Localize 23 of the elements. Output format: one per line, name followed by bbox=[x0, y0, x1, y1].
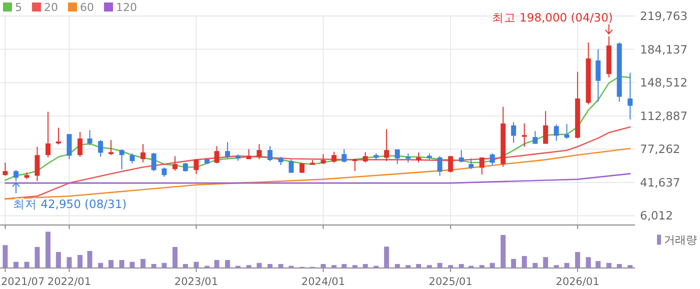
annotation: 최저 42,950 (08/31) bbox=[13, 197, 127, 212]
x-tick-label: 2021/07 bbox=[1, 276, 45, 288]
y-tick-label: 219,763 bbox=[640, 9, 688, 23]
y-tick-label: 184,137 bbox=[640, 42, 688, 56]
legend-label: 60 bbox=[80, 1, 94, 14]
x-tick-label: 2022/01 bbox=[47, 276, 92, 288]
y-tick-label: 148,512 bbox=[640, 76, 688, 90]
legend-label: 20 bbox=[44, 1, 58, 14]
legend-label: 5 bbox=[15, 1, 22, 14]
y-tick-label: 112,887 bbox=[640, 108, 688, 123]
x-tick-label: 2023/01 bbox=[174, 276, 218, 288]
x-tick-label: 2026/01 bbox=[556, 276, 600, 288]
annotation: 최고 198,000 (04/30) bbox=[492, 10, 613, 24]
line-series bbox=[4, 76, 631, 181]
y-tick-label: 41,637 bbox=[640, 175, 680, 190]
legend-label: 120 bbox=[116, 1, 137, 14]
line-series bbox=[4, 173, 631, 184]
x-tick-label: 2025/01 bbox=[428, 276, 472, 288]
y-tick-label: 6,012 bbox=[640, 208, 673, 223]
legend-label: 거래량 bbox=[664, 234, 697, 247]
line-series bbox=[4, 148, 631, 200]
x-tick-label: 2024/01 bbox=[301, 276, 346, 288]
y-tick-label: 77,262 bbox=[640, 142, 680, 156]
